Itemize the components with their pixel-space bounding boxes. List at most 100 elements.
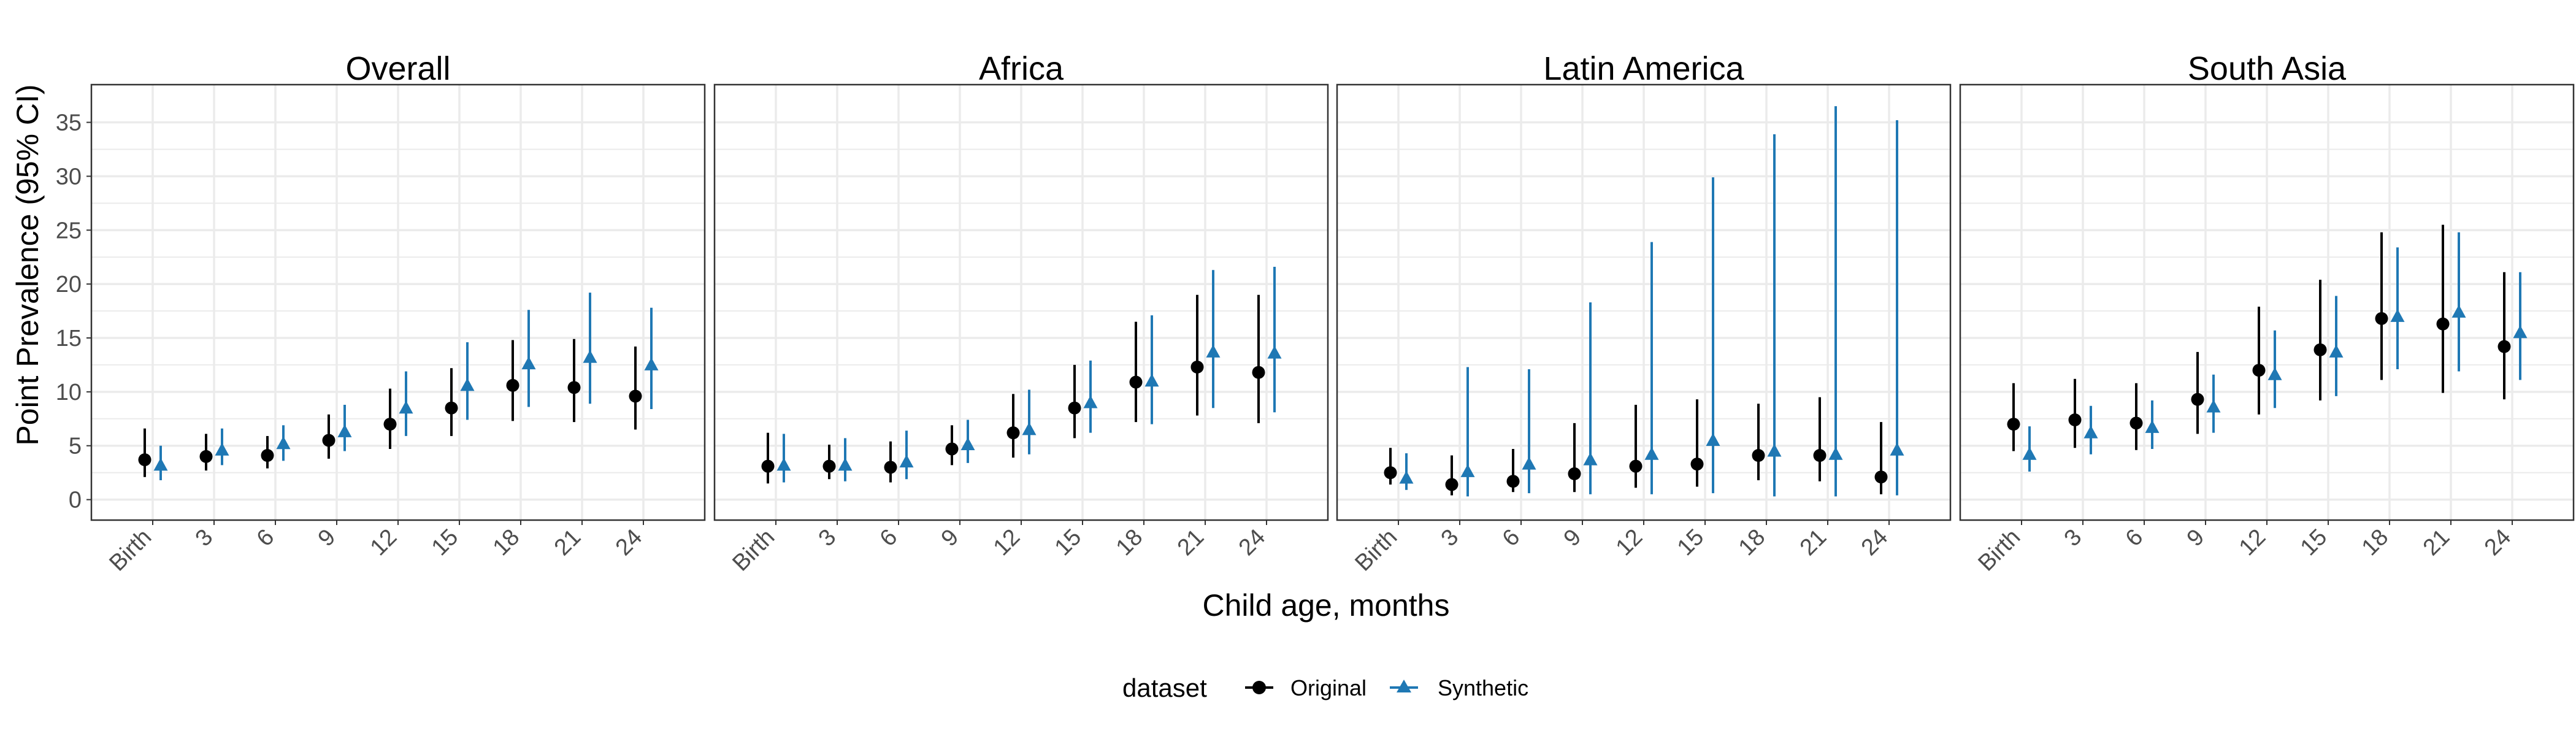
- data-point-original: [884, 461, 897, 474]
- data-point-original: [1813, 449, 1827, 462]
- x-tick-label: 15: [1050, 524, 1087, 561]
- y-tick-label: 25: [56, 218, 82, 243]
- data-point-synthetic: [337, 424, 352, 437]
- x-tick-label: 6: [2121, 524, 2149, 552]
- data-point-original: [1190, 360, 1204, 374]
- data-point-synthetic: [460, 378, 475, 391]
- data-point-synthetic: [776, 458, 791, 471]
- data-point-original: [822, 459, 836, 473]
- data-point-original: [138, 453, 151, 467]
- data-point-original: [945, 442, 959, 456]
- data-point-synthetic: [1767, 443, 1782, 457]
- data-point-synthetic: [2083, 425, 2098, 439]
- data-point-original: [445, 401, 458, 415]
- y-tick-label: 15: [56, 326, 82, 351]
- panel-border: [1336, 83, 1952, 521]
- data-point-original: [2252, 364, 2266, 377]
- y-axis-title: Point Prevalence (95% CI): [10, 84, 45, 445]
- x-tick-label: 3: [1436, 524, 1464, 552]
- x-tick-label: 21: [1173, 524, 1209, 561]
- data-point-original: [1129, 375, 1143, 389]
- data-point-synthetic: [2513, 325, 2528, 339]
- x-tick-label: 9: [2182, 524, 2210, 552]
- x-tick-label: 3: [814, 524, 841, 552]
- x-tick-label: 24: [611, 524, 648, 561]
- x-tick-label: 24: [1234, 524, 1271, 561]
- series-synthetic-overall: [153, 293, 659, 480]
- data-point-original: [199, 450, 213, 463]
- x-tick-label: 3: [191, 524, 218, 552]
- data-point-original: [1506, 475, 1520, 488]
- y-tick-label: 20: [56, 272, 82, 297]
- data-point-synthetic: [2329, 344, 2344, 358]
- data-point-synthetic: [521, 356, 536, 370]
- y-tick-label: 10: [56, 380, 82, 405]
- data-point-original: [261, 449, 274, 462]
- data-point-original: [1874, 470, 1888, 484]
- x-tick-label: 24: [1857, 524, 1893, 561]
- data-point-original: [1068, 401, 1081, 415]
- x-tick-label: 21: [2418, 524, 2455, 561]
- data-point-original: [761, 459, 775, 473]
- legend-item-synthetic: Synthetic: [1390, 675, 1528, 700]
- y-tick-label: 0: [69, 488, 82, 513]
- x-tick-label: 12: [2234, 524, 2271, 561]
- data-point-original: [629, 389, 642, 403]
- data-point-synthetic: [1828, 447, 1843, 460]
- data-point-synthetic: [1522, 456, 1536, 470]
- series-original-south-asia: [2007, 224, 2511, 451]
- x-tick-label: Birth: [1973, 524, 2025, 577]
- data-point-synthetic: [1644, 447, 1659, 460]
- x-tick-label: Birth: [727, 524, 780, 577]
- data-point-synthetic: [153, 458, 168, 471]
- x-tick-label: 9: [1559, 524, 1587, 552]
- panel-border: [1959, 83, 2575, 521]
- series-synthetic-south-asia: [2022, 232, 2528, 472]
- x-tick-label: Birth: [104, 524, 156, 577]
- x-tick-label: Birth: [1350, 524, 1402, 577]
- legend-title: dataset: [1122, 673, 1207, 702]
- data-point-synthetic: [838, 458, 853, 471]
- data-point-synthetic: [276, 436, 291, 450]
- data-point-original: [2497, 340, 2511, 353]
- panel-south-asia: South Asia Birth 3 6 9 12 15 18 21 24: [1959, 50, 2575, 577]
- y-tick-label: 30: [56, 164, 82, 190]
- panel-africa: Africa Birth 3 6 9 12 15 18 21 24: [713, 50, 1329, 577]
- panel-border: [90, 83, 706, 521]
- x-tick-label: 6: [875, 524, 903, 552]
- x-tick-label: 3: [2060, 524, 2087, 552]
- y-tick-label: 35: [56, 110, 82, 136]
- data-point-synthetic: [960, 437, 975, 450]
- y-tick-label: 5: [69, 434, 82, 459]
- series-original-latin-america: [1384, 397, 1888, 496]
- data-point-original: [1384, 466, 1397, 480]
- legend: dataset Original Synthetic: [1122, 673, 1528, 702]
- data-point-original: [2129, 416, 2143, 430]
- data-point-synthetic: [1706, 432, 1720, 446]
- legend-item-original: Original: [1245, 675, 1367, 700]
- x-tick-label: 6: [252, 524, 280, 552]
- data-point-synthetic: [899, 454, 914, 468]
- x-tick-label: 15: [1673, 524, 1709, 561]
- panel-latin-america: Latin America Birth 3 6 9 12 15 18 21 24: [1336, 50, 1952, 577]
- data-point-synthetic: [399, 401, 413, 414]
- panel-overall: Overall 0 5 10 15 20 25 30 35 Birth 3 6 9 12 15 18 21 24: [56, 50, 706, 577]
- data-point-synthetic: [1206, 344, 1221, 358]
- series-synthetic-africa: [776, 267, 1282, 483]
- data-point-synthetic: [2267, 367, 2282, 380]
- x-tick-label: 15: [427, 524, 464, 561]
- data-point-original: [2068, 413, 2082, 427]
- data-point-synthetic: [215, 442, 229, 456]
- data-point-original: [2191, 393, 2204, 406]
- x-tick-label: 6: [1498, 524, 1525, 552]
- data-point-original: [383, 418, 397, 431]
- data-point-original: [2436, 317, 2450, 331]
- facet-title-overall: Overall: [345, 50, 450, 87]
- x-tick-label: 9: [937, 524, 964, 552]
- data-point-synthetic: [2206, 399, 2221, 413]
- data-point-synthetic: [1267, 345, 1282, 359]
- facet-title-south-asia: South Asia: [2188, 50, 2347, 87]
- data-point-synthetic: [2451, 304, 2466, 318]
- data-point-synthetic: [2390, 309, 2405, 322]
